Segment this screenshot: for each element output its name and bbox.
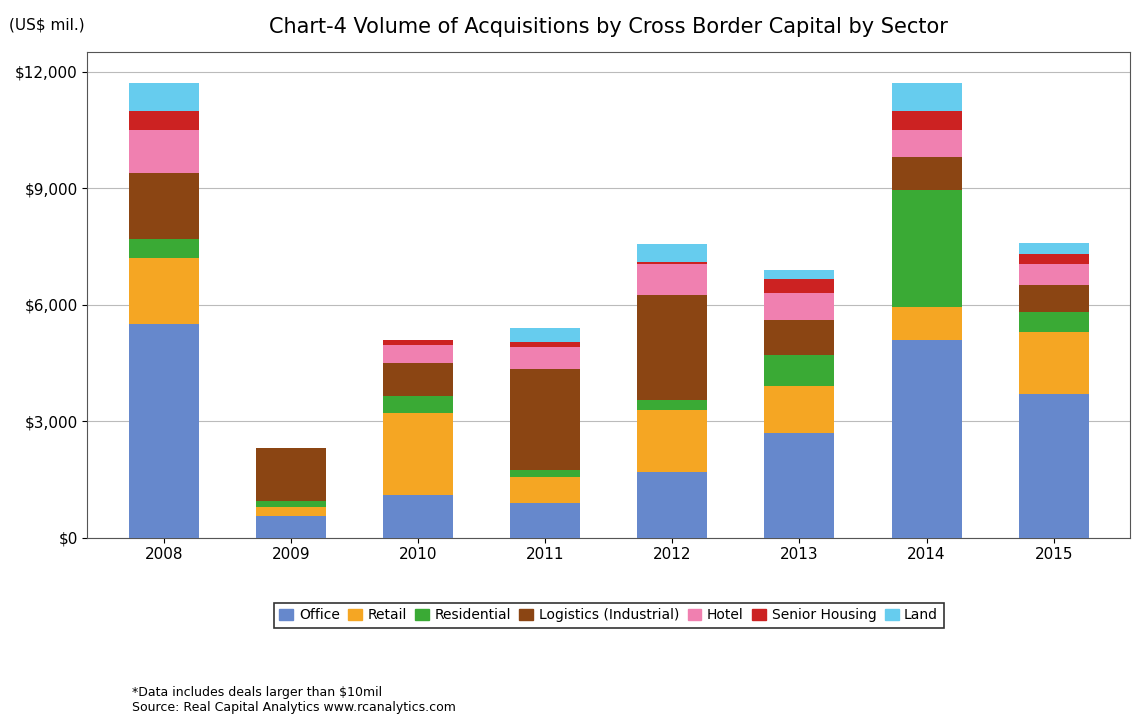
Bar: [384, 345, 453, 363]
Bar: [511, 502, 581, 538]
Bar: [128, 172, 199, 239]
Bar: [384, 413, 453, 495]
Bar: [765, 320, 835, 355]
Bar: [128, 83, 199, 111]
Bar: [765, 279, 835, 293]
Bar: [1019, 264, 1089, 285]
Bar: [511, 369, 581, 470]
Bar: [1019, 313, 1089, 332]
Bar: [765, 386, 835, 433]
Bar: [892, 130, 962, 157]
Text: *Data includes deals larger than $10mil: *Data includes deals larger than $10mil: [132, 686, 381, 699]
Title: Chart-4 Volume of Acquisitions by Cross Border Capital by Sector: Chart-4 Volume of Acquisitions by Cross …: [269, 17, 948, 37]
Bar: [638, 410, 708, 471]
Bar: [128, 258, 199, 324]
Bar: [1019, 243, 1089, 254]
Bar: [128, 324, 199, 538]
Bar: [892, 190, 962, 307]
Bar: [256, 516, 326, 538]
Legend: Office, Retail, Residential, Logistics (Industrial), Hotel, Senior Housing, Land: Office, Retail, Residential, Logistics (…: [274, 603, 943, 628]
Bar: [511, 470, 581, 477]
Bar: [892, 307, 962, 340]
Bar: [384, 363, 453, 396]
Bar: [892, 83, 962, 111]
Bar: [256, 501, 326, 507]
Bar: [765, 293, 835, 320]
Bar: [128, 111, 199, 130]
Bar: [638, 295, 708, 400]
Bar: [892, 157, 962, 190]
Bar: [638, 264, 708, 295]
Bar: [511, 342, 581, 348]
Bar: [256, 507, 326, 516]
Bar: [384, 495, 453, 538]
Bar: [128, 130, 199, 172]
Bar: [892, 111, 962, 130]
Bar: [1019, 285, 1089, 313]
Bar: [892, 340, 962, 538]
Bar: [638, 245, 708, 262]
Bar: [1019, 332, 1089, 394]
Bar: [384, 340, 453, 345]
Bar: [638, 471, 708, 538]
Bar: [765, 433, 835, 538]
Bar: [511, 348, 581, 369]
Bar: [256, 448, 326, 501]
Bar: [511, 328, 581, 342]
Bar: [128, 239, 199, 258]
Bar: [765, 270, 835, 279]
Bar: [1019, 394, 1089, 538]
Bar: [384, 396, 453, 413]
Text: Source: Real Capital Analytics www.rcanalytics.com: Source: Real Capital Analytics www.rcana…: [132, 701, 456, 714]
Bar: [638, 262, 708, 264]
Bar: [765, 355, 835, 386]
Bar: [1019, 254, 1089, 264]
Bar: [511, 477, 581, 502]
Text: (US$ mil.): (US$ mil.): [9, 18, 85, 33]
Bar: [638, 400, 708, 410]
